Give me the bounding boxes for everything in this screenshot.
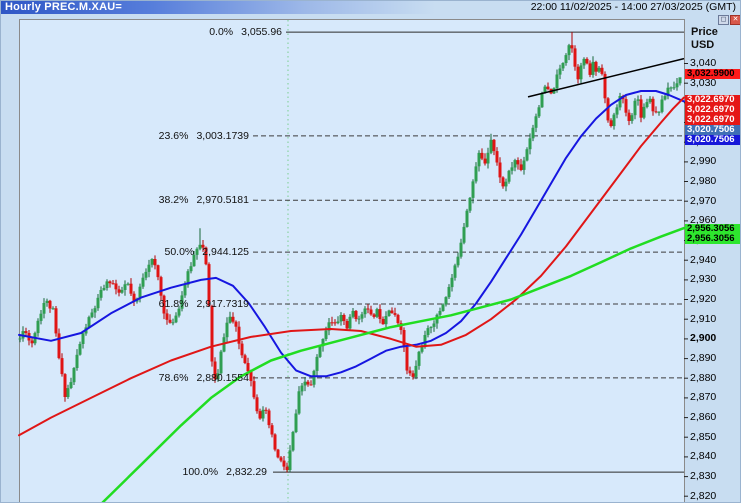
axis-tick-3040: 3,040 [690, 57, 717, 69]
axis-tick-2840: 2,840 [690, 450, 717, 463]
fib-label-78.6pct: 78.6% 2,880.1554 [159, 372, 249, 384]
date-range-label: 22:00 11/02/2025 - 14:00 27/03/2025 (GMT… [530, 1, 736, 13]
trendline [527, 57, 685, 98]
fib-label-38.2pct: 38.2% 2,970.5181 [159, 194, 249, 206]
restore-icon: ◻ [720, 16, 727, 23]
fib-label-100.0pct: 100.0% 2,832.29 [183, 466, 268, 478]
axis-tick-2990: 2,990 [690, 155, 717, 168]
ma-green [101, 226, 686, 502]
ma-blue [18, 90, 685, 378]
price-flag-1: 3,022.6970 [685, 95, 740, 105]
fib-label-50.0pct: 50.0% 2,944.125 [165, 246, 250, 258]
close-button[interactable]: ✕ [730, 15, 740, 25]
axis-tick-3030: 3,030 [690, 76, 717, 89]
fib-price: 2,832.29 [226, 466, 267, 479]
fib-price: 3,003.1739 [196, 129, 249, 142]
window-title: Hourly PREC.M.XAU= [5, 1, 122, 13]
price-flag-0: 3,032.9900 [685, 69, 740, 79]
fib-percent: 78.6% [158, 371, 189, 384]
price-flag-4: 3,020.7506 [685, 125, 740, 135]
price-flag-6: 2,956.3056 [685, 223, 740, 234]
axis-tick-2900: 2,900 [690, 332, 717, 345]
axis-tick-2910: 2,910 [690, 312, 717, 325]
axis-tick-2920: 2,920 [690, 293, 717, 305]
fib-price: 2,917.7319 [196, 298, 249, 310]
fib-percent: 61.8% [158, 298, 189, 310]
axis-tick-2820: 2,820 [690, 489, 717, 502]
axis-tick-2890: 2,890 [690, 352, 717, 365]
fib-label-61.8pct: 61.8% 2,917.7319 [159, 298, 249, 310]
window-title-bar[interactable]: Hourly PREC.M.XAU= [1, 1, 435, 14]
fib-percent: 100.0% [182, 466, 219, 479]
close-icon: ✕ [732, 16, 739, 23]
fib-price: 2,944.125 [202, 246, 249, 259]
fib-percent: 38.2% [158, 194, 189, 207]
price-flag-3: 3,022.6970 [685, 115, 740, 125]
axis-tick-2870: 2,870 [690, 391, 717, 404]
axis-tick-2830: 2,830 [690, 470, 717, 483]
fib-price: 2,880.1554 [196, 371, 249, 384]
price-flag-7: 2,956.3056 [685, 234, 740, 244]
price-axis-title-line1: Price [691, 26, 718, 38]
fib-percent: 23.6% [158, 129, 189, 142]
fib-price: 2,970.5181 [196, 194, 249, 207]
price-flag-2: 3,022.6970 [685, 105, 740, 115]
axis-tick-2940: 2,940 [690, 253, 717, 266]
fib-price: 3,055.96 [241, 26, 282, 39]
fib-label-0.0pct: 0.0% 3,055.96 [209, 26, 282, 38]
restore-button[interactable]: ◻ [718, 15, 729, 25]
axis-tick-2970: 2,970 [690, 194, 717, 207]
axis-tick-2930: 2,930 [690, 273, 717, 286]
ma-red [18, 96, 685, 437]
fib-percent: 0.0% [209, 26, 234, 39]
price-axis-title: Price USD [691, 26, 718, 52]
price-flag-5: 3,020.7506 [685, 134, 740, 145]
axis-tick-2850: 2,850 [690, 430, 717, 443]
fib-percent: 50.0% [164, 246, 195, 259]
axis-tick-2860: 2,860 [690, 411, 717, 424]
axis-tick-2960: 2,960 [690, 214, 717, 227]
price-axis-title-line2: USD [691, 39, 715, 51]
axis-tick-2980: 2,980 [690, 175, 717, 187]
fib-label-23.6pct: 23.6% 3,003.1739 [159, 130, 249, 142]
axis-tick-2880: 2,880 [690, 371, 717, 384]
